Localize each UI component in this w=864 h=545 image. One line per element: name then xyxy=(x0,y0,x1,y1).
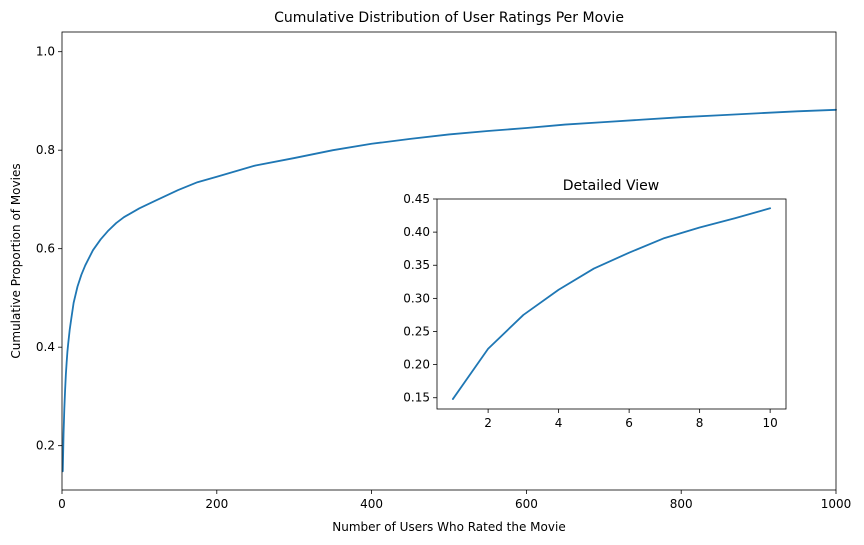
main-y-tick-label: 0.2 xyxy=(36,439,55,453)
main-x-tick-label: 200 xyxy=(205,497,228,511)
main-y-tick-label: 0.8 xyxy=(36,143,55,157)
inset-x-tick-label: 8 xyxy=(696,416,704,430)
main-plot-frame xyxy=(61,31,837,491)
inset-plot-frame xyxy=(436,198,787,410)
main-y-tick-label: 0.6 xyxy=(36,242,55,256)
inset-y-tick-label: 0.25 xyxy=(403,324,430,338)
inset-x-tick-label: 4 xyxy=(555,416,563,430)
inset-y-tick-label: 0.40 xyxy=(403,225,430,239)
inset-series-group xyxy=(451,207,772,400)
inset-series-line-0 xyxy=(451,207,772,400)
main-x-tick-label: 0 xyxy=(58,497,66,511)
inset-background xyxy=(437,199,786,409)
main-series-group xyxy=(61,108,837,473)
inset-y-tick-label: 0.45 xyxy=(403,192,430,206)
main-x-axis-label: Number of Users Who Rated the Movie xyxy=(332,520,565,534)
main-y-ticks: 0.2 0.4 0.6 0.8 1.0 xyxy=(36,45,62,453)
main-series-line-0 xyxy=(61,108,837,473)
inset-x-tick-label: 10 xyxy=(762,416,777,430)
main-x-tick-label: 600 xyxy=(515,497,538,511)
inset-chart-title: Detailed View xyxy=(563,178,659,194)
main-x-tick-label: 800 xyxy=(670,497,693,511)
inset-x-tick-label: 6 xyxy=(625,416,633,430)
inset-x-ticks: 2 4 6 8 10 xyxy=(484,409,778,430)
main-x-tick-label: 1000 xyxy=(821,497,852,511)
main-plot: Cumulative Distribution of User Ratings … xyxy=(9,10,851,534)
inset-y-tick-label: 0.15 xyxy=(403,391,430,405)
inset-y-ticks: 0.15 0.20 0.25 0.30 0.35 0.40 0.45 xyxy=(403,192,437,405)
main-y-tick-label: 0.4 xyxy=(36,340,55,354)
inset-y-tick-label: 0.30 xyxy=(403,291,430,305)
inset-x-tick-label: 2 xyxy=(484,416,492,430)
main-axes xyxy=(61,31,837,491)
main-x-tick-label: 400 xyxy=(360,497,383,511)
inset-y-tick-label: 0.35 xyxy=(403,258,430,272)
main-y-axis-label: Cumulative Proportion of Movies xyxy=(9,163,23,358)
inset-plot: Detailed View 2 4 6 8 10 0.15 0.20 0.25 0.30 0.3… xyxy=(403,178,787,430)
main-x-ticks: 0 200 400 600 800 1000 xyxy=(58,490,851,511)
main-chart-title: Cumulative Distribution of User Ratings … xyxy=(274,10,624,26)
main-y-tick-label: 1.0 xyxy=(36,45,55,59)
inset-y-tick-label: 0.20 xyxy=(403,358,430,372)
